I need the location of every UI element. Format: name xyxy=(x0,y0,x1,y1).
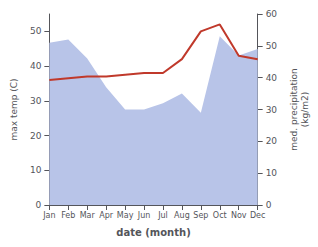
svg-text:0: 0 xyxy=(266,200,272,210)
svg-text:Jun: Jun xyxy=(137,211,151,220)
svg-text:Feb: Feb xyxy=(61,211,75,220)
svg-text:Oct: Oct xyxy=(213,211,227,220)
svg-text:40: 40 xyxy=(266,73,278,83)
svg-text:Sep: Sep xyxy=(193,211,208,220)
svg-text:30: 30 xyxy=(30,96,42,106)
svg-text:Jul: Jul xyxy=(157,211,168,220)
svg-text:50: 50 xyxy=(266,41,278,51)
svg-text:30: 30 xyxy=(266,105,278,115)
svg-text:40: 40 xyxy=(30,61,42,71)
svg-text:Nov: Nov xyxy=(231,211,247,220)
svg-text:10: 10 xyxy=(30,165,42,175)
svg-text:med. precipitation: med. precipitation xyxy=(289,68,299,150)
svg-text:Mar: Mar xyxy=(80,211,96,220)
svg-text:60: 60 xyxy=(266,9,278,19)
svg-text:date (month): date (month) xyxy=(116,227,190,238)
svg-text:10: 10 xyxy=(266,168,278,178)
svg-text:Apr: Apr xyxy=(99,211,114,220)
svg-text:(kg/m2): (kg/m2) xyxy=(300,92,310,127)
svg-text:0: 0 xyxy=(36,200,42,210)
svg-text:May: May xyxy=(117,211,134,220)
svg-text:Dec: Dec xyxy=(250,211,265,220)
svg-text:Aug: Aug xyxy=(174,211,190,220)
svg-text:20: 20 xyxy=(266,136,278,146)
svg-text:Jan: Jan xyxy=(42,211,55,220)
svg-text:max temp (C): max temp (C) xyxy=(9,78,19,140)
svg-text:20: 20 xyxy=(30,131,42,141)
svg-text:50: 50 xyxy=(30,26,42,36)
